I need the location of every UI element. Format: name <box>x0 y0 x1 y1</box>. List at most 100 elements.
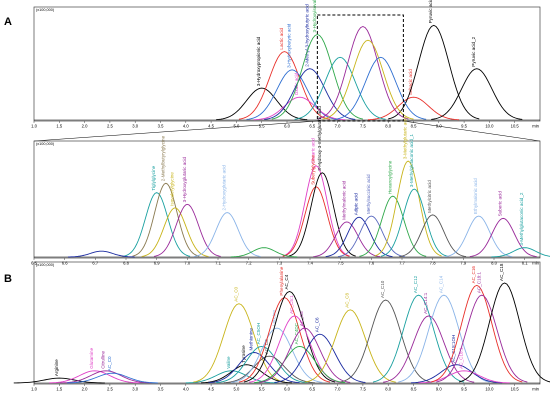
peak-label: AC_C14 <box>438 275 443 293</box>
x-tick-label: 7.6 <box>368 261 374 266</box>
peak-trace <box>340 299 432 383</box>
peak-label: Phenylalanine <box>279 266 284 295</box>
peak-trace <box>123 192 191 257</box>
peak-trace <box>246 69 338 120</box>
peak-label: Suberic acid <box>498 191 503 217</box>
peak-label: Suberylglycine <box>311 154 316 184</box>
x-tick-label: 10.5 <box>511 387 520 392</box>
peak-trace <box>469 217 537 258</box>
peak-label: AC_C12 <box>413 275 418 293</box>
peak-label: Ethylmalonic acid <box>473 178 478 214</box>
peak-label: Pyruvic acid_2 <box>471 36 476 66</box>
peak-label: 3-Hydroxypropionic acid <box>256 36 261 86</box>
peak-label: Tiglylglycine <box>151 165 156 190</box>
peak-trace <box>49 370 141 384</box>
x-tick-label: 6.0 <box>284 387 290 392</box>
x-tick-label: 6.8 <box>123 261 129 266</box>
x-tick-label: 9.5 <box>461 124 467 129</box>
peak-trace <box>334 56 427 120</box>
peak-label: Arginine <box>54 359 59 376</box>
peak-label: 3-Methylglutaric acid <box>403 116 408 159</box>
peak-label: AC_C5 <box>299 311 304 326</box>
peak-label: Methylcitric acid <box>427 180 432 213</box>
peak-label: Sebacic acid <box>408 69 413 95</box>
x-tick-label: 6.0 <box>284 124 290 129</box>
x-tick-label: 7.7 <box>399 261 405 266</box>
peak-trace <box>259 327 351 383</box>
x-tick-label: 5.0 <box>233 124 239 129</box>
x-tick-label: 1.5 <box>56 124 62 129</box>
peak-label: 3-Methylglutaconic acid_1 <box>409 134 414 188</box>
x-tick-label: 4.0 <box>183 124 189 129</box>
peak-trace <box>66 372 158 384</box>
x-tick-label: 3.0 <box>132 387 138 392</box>
peak-trace <box>294 56 386 120</box>
x-tick-label: 6.5 <box>309 124 315 129</box>
panel-label: A <box>4 16 12 28</box>
peak-label: AC_C4 <box>284 274 289 289</box>
panel-label: B <box>4 273 12 285</box>
peak-trace <box>431 284 523 383</box>
peak-trace <box>216 87 308 121</box>
x-unit-label: min <box>532 261 539 266</box>
chart-panel-2: B (x100,000) 1.0 1.5 2.0 2.5 3.0 3.5 4.0 4.5 5.0 5.… <box>4 261 550 392</box>
x-tick-label: 10.0 <box>485 124 494 129</box>
peak-label: AC_C4DC <box>294 322 299 344</box>
peak-trace <box>282 165 350 257</box>
peak-trace <box>388 24 480 120</box>
peak-label: AC_C10 <box>380 280 385 298</box>
x-tick-label: 2.0 <box>82 387 88 392</box>
x-tick-label: 5.5 <box>259 124 265 129</box>
x-tick-label: 8.5 <box>411 124 417 129</box>
x-tick-label: 3.5 <box>158 124 164 129</box>
x-tick-label: 5.0 <box>233 387 239 392</box>
x-tick-label: 6.6 <box>62 261 68 266</box>
peak-trace <box>193 212 261 257</box>
peak-trace <box>200 364 293 384</box>
peak-label: Tyrosine <box>241 345 246 363</box>
peak-label: Methylsuccinic acid <box>366 174 371 214</box>
peak-label: 3-Hydroxyglutaric acid <box>182 156 187 202</box>
peak-trace <box>231 327 323 383</box>
peak-trace <box>288 172 356 257</box>
peak-trace <box>491 247 550 258</box>
peak-label: AC_C5:1 <box>289 295 294 314</box>
x-tick-label: 4.5 <box>208 124 214 129</box>
peak-trace <box>68 250 135 258</box>
peak-trace <box>271 34 364 120</box>
peak-trace <box>60 370 152 384</box>
peak-trace <box>398 294 490 383</box>
x-unit-label: min <box>532 124 539 129</box>
x-tick-label: 7.5 <box>338 261 344 266</box>
x-tick-label: 7.8 <box>430 261 436 266</box>
chart-panel-0: A (x100,000) 1.0 1.5 2.0 2.5 3.0 3.5 4.0 4.5 5.0 5.… <box>4 0 541 142</box>
peak-trace <box>223 355 315 384</box>
peak-label: AC_C6 <box>314 317 319 332</box>
peak-label: AC_C0 <box>233 286 238 301</box>
peak-label: AC_C16 <box>471 266 476 284</box>
peak-trace <box>431 68 523 120</box>
x-tick-label: 2.5 <box>107 387 113 392</box>
peak-trace <box>274 333 366 383</box>
peak-trace <box>243 291 336 383</box>
peak-trace <box>254 345 346 384</box>
plot-frame <box>33 140 541 259</box>
peak-trace <box>418 370 510 384</box>
peak-trace <box>238 51 331 120</box>
peak-trace <box>313 221 381 258</box>
peak-trace <box>359 195 427 257</box>
x-tick-label: 10.0 <box>485 387 494 392</box>
peak-label: AC_C18 <box>499 263 504 281</box>
peak-trace <box>304 309 396 383</box>
peak-trace <box>436 294 528 383</box>
peak-label: AC_C5OH <box>256 323 261 345</box>
x-tick-label: 7.1 <box>215 261 221 266</box>
x-tick-label: 2.5 <box>107 124 113 129</box>
peak-label: Pyruvic acid_1 <box>428 0 433 23</box>
peak-trace <box>153 203 221 257</box>
peak-trace <box>399 214 467 257</box>
peak-label: Valine <box>226 356 231 369</box>
peak-label: Hexanoylglycine <box>387 160 392 194</box>
x-tick-label: 1.0 <box>31 387 37 392</box>
